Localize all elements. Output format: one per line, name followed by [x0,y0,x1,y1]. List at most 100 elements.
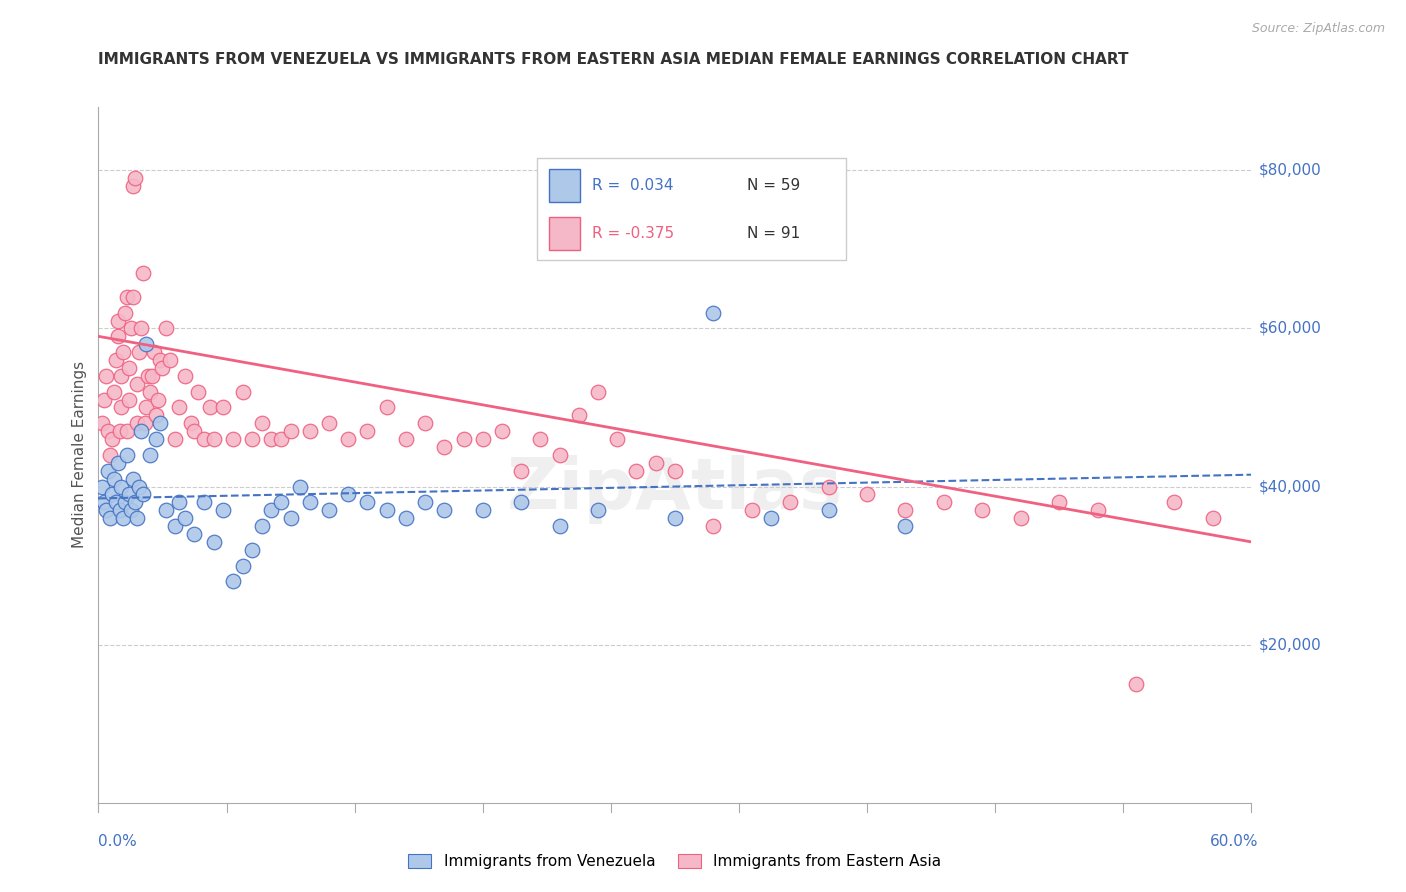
Point [894,519,917,533]
Point [529,432,551,446]
Point [94,503,117,517]
Point [97,424,120,438]
Point [118,487,141,501]
Point [471,432,494,446]
Point [260,432,283,446]
Point [1047,495,1070,509]
Point [125,376,148,391]
Text: $40,000: $40,000 [1258,479,1322,494]
Point [193,495,215,509]
Point [91,479,114,493]
Point [453,432,475,446]
Point [548,519,571,533]
Point [139,384,162,399]
Point [212,503,235,517]
Point [280,424,302,438]
Point [433,440,456,454]
Point [240,542,263,557]
Point [586,384,609,399]
Point [165,432,187,446]
Point [103,384,125,399]
Point [143,345,166,359]
Point [356,495,378,509]
Point [149,417,172,431]
Point [741,503,763,517]
Point [167,401,190,415]
Point [1163,495,1185,509]
Point [159,353,181,368]
Point [149,353,172,368]
Point [664,464,686,478]
Point [183,527,205,541]
Point [817,479,839,493]
Point [240,432,263,446]
Point [202,535,225,549]
Point [183,424,205,438]
Point [972,503,994,517]
Point [433,503,456,517]
Point [117,448,138,462]
Text: 60.0%: 60.0% [1211,834,1258,849]
Point [167,495,190,509]
Point [94,368,117,383]
Point [375,401,398,415]
Point [491,424,513,438]
Legend: Immigrants from Venezuela, Immigrants from Eastern Asia: Immigrants from Venezuela, Immigrants fr… [402,848,948,875]
Point [104,495,127,509]
Point [1087,503,1109,517]
Point [664,511,686,525]
Point [187,384,209,399]
Point [97,464,120,478]
Point [1125,677,1147,691]
Point [138,368,160,383]
Text: $60,000: $60,000 [1258,321,1322,336]
Point [413,495,436,509]
Point [356,424,378,438]
Point [337,487,360,501]
Point [150,361,173,376]
Point [110,479,132,493]
Point [117,424,138,438]
Point [702,305,724,319]
Point [141,368,163,383]
Point [124,495,146,509]
Text: N = 91: N = 91 [747,226,800,241]
Text: N = 59: N = 59 [747,178,800,193]
Point [107,329,129,343]
Point [250,519,273,533]
Point [93,392,115,407]
Point [202,432,225,446]
Point [104,353,127,368]
Point [139,448,162,462]
Point [1010,511,1032,525]
Point [606,432,628,446]
Point [120,321,142,335]
Point [122,290,145,304]
Point [122,472,145,486]
Point [120,503,142,517]
Point [98,448,121,462]
Point [298,495,321,509]
Point [155,321,177,335]
Point [298,424,321,438]
Point [395,432,418,446]
Point [471,503,494,517]
Point [103,472,125,486]
Point [118,392,141,407]
Point [395,511,418,525]
Point [107,313,129,327]
Text: Source: ZipAtlas.com: Source: ZipAtlas.com [1251,22,1385,36]
Point [270,432,292,446]
Point [128,345,150,359]
Point [108,503,131,517]
Point [212,401,235,415]
Point [510,495,533,509]
Point [856,487,879,501]
Point [101,487,124,501]
Point [128,479,150,493]
Point [290,479,312,493]
Point [93,495,115,509]
Point [193,432,215,446]
Point [108,424,131,438]
FancyBboxPatch shape [548,169,579,202]
